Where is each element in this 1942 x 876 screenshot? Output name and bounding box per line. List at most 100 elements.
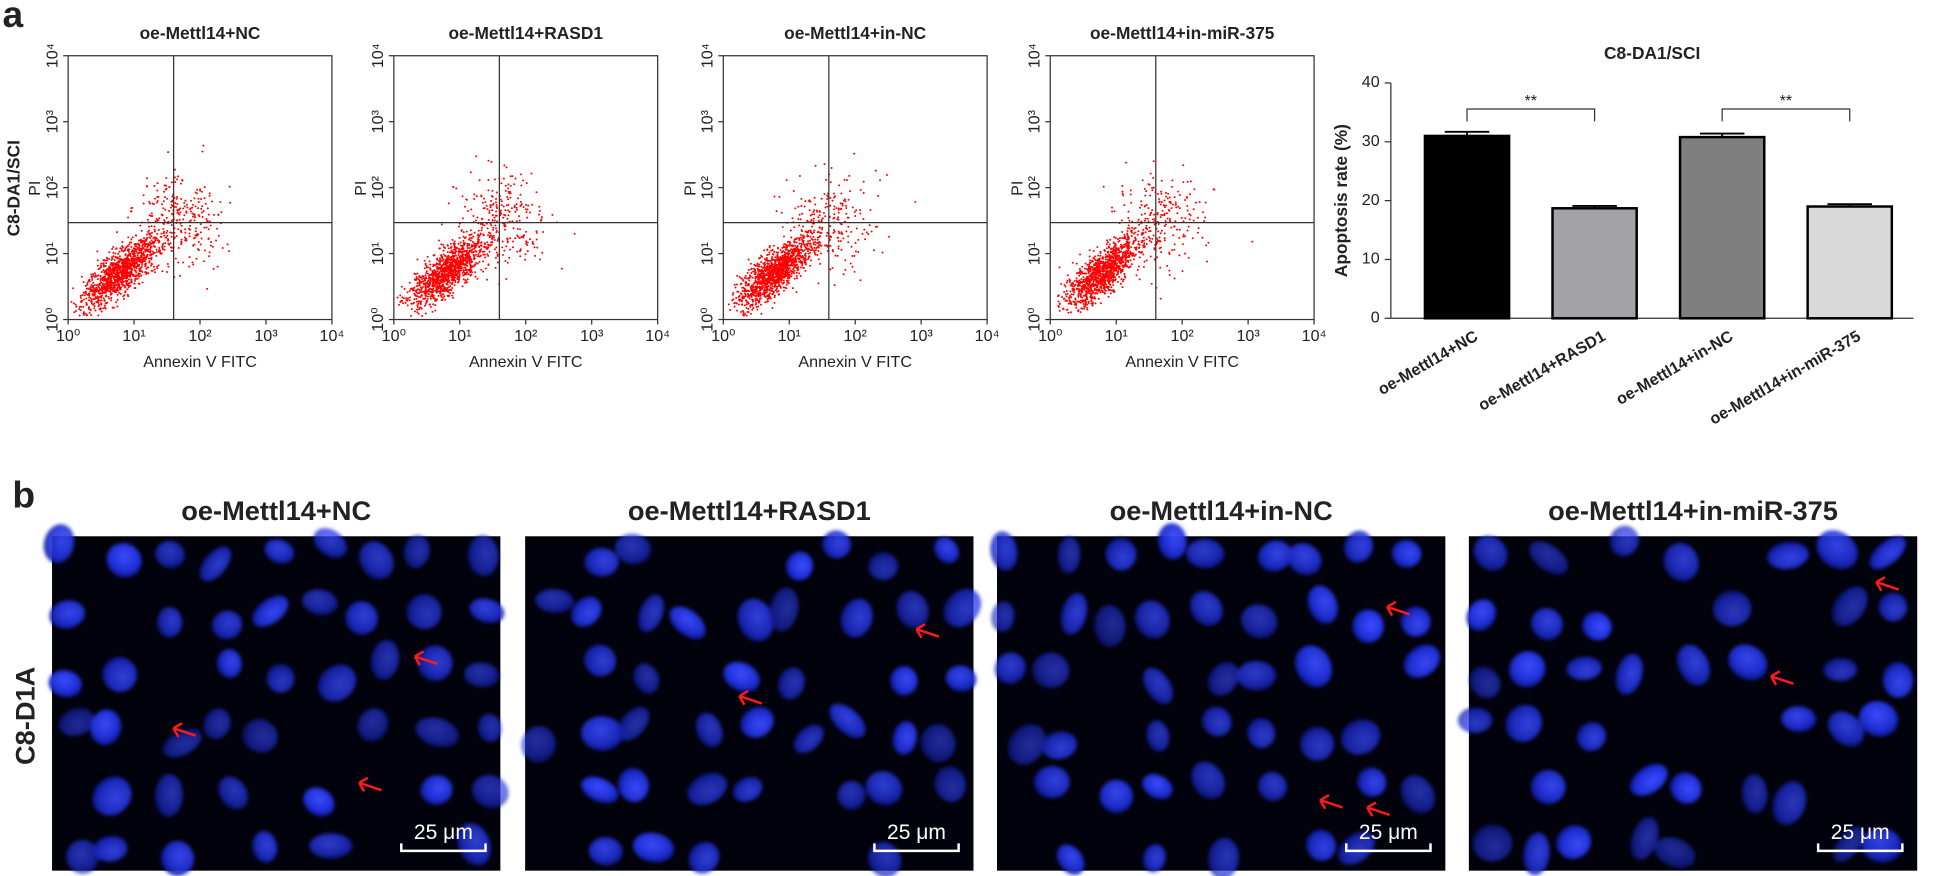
event xyxy=(473,254,476,257)
y-tick-label: 10⁰ xyxy=(44,307,62,331)
event xyxy=(764,263,767,266)
event xyxy=(434,289,437,292)
event xyxy=(436,287,439,290)
event xyxy=(86,314,89,317)
event xyxy=(808,239,811,242)
event xyxy=(512,227,515,230)
event xyxy=(417,312,420,315)
event xyxy=(480,248,483,251)
event xyxy=(487,179,490,182)
event xyxy=(475,261,478,264)
event xyxy=(217,214,220,217)
event xyxy=(453,258,456,261)
event xyxy=(466,249,469,252)
event xyxy=(840,248,843,251)
event xyxy=(127,286,130,289)
event xyxy=(774,256,777,259)
event xyxy=(763,272,766,275)
event xyxy=(812,241,815,244)
event xyxy=(1148,226,1151,229)
event xyxy=(816,254,819,257)
event xyxy=(795,241,798,244)
event xyxy=(456,256,459,259)
event xyxy=(100,271,103,274)
event xyxy=(735,296,738,299)
event xyxy=(165,176,168,179)
event xyxy=(475,253,477,256)
event xyxy=(156,199,159,202)
event xyxy=(462,274,465,277)
event xyxy=(524,203,527,206)
event xyxy=(451,262,454,265)
event xyxy=(798,175,801,177)
event xyxy=(859,279,862,282)
event xyxy=(449,285,452,288)
event xyxy=(857,250,860,253)
event xyxy=(179,211,182,214)
event xyxy=(414,293,416,296)
event xyxy=(130,280,133,283)
event xyxy=(150,245,153,248)
event xyxy=(791,252,794,255)
event xyxy=(147,250,150,253)
event xyxy=(1178,193,1181,196)
event xyxy=(734,301,737,304)
event xyxy=(832,228,835,231)
event xyxy=(792,261,795,264)
event xyxy=(785,259,788,262)
event xyxy=(146,177,149,180)
event xyxy=(1068,296,1071,299)
event xyxy=(809,235,812,238)
event xyxy=(467,243,470,246)
event xyxy=(794,207,797,210)
event xyxy=(845,204,848,207)
event xyxy=(126,259,129,262)
event xyxy=(809,251,812,254)
event xyxy=(116,288,119,291)
event xyxy=(116,286,119,289)
event xyxy=(79,294,82,297)
event xyxy=(747,301,750,304)
event xyxy=(158,247,161,250)
event xyxy=(199,189,202,192)
event xyxy=(750,268,753,271)
event xyxy=(802,225,805,228)
event xyxy=(1158,236,1161,239)
event xyxy=(1145,238,1148,241)
event xyxy=(747,269,750,272)
event xyxy=(404,301,407,304)
event xyxy=(764,291,766,294)
event xyxy=(160,235,163,238)
event xyxy=(504,184,507,187)
event xyxy=(822,211,825,214)
event xyxy=(848,174,851,177)
event xyxy=(833,284,836,287)
event xyxy=(788,250,791,253)
event xyxy=(153,230,156,233)
event xyxy=(535,191,538,194)
event xyxy=(139,267,142,270)
event xyxy=(408,299,411,302)
event xyxy=(438,290,441,293)
event xyxy=(174,206,177,208)
event xyxy=(441,285,444,288)
event xyxy=(431,310,434,313)
event xyxy=(754,273,757,276)
event xyxy=(92,272,95,275)
event xyxy=(806,250,809,253)
event xyxy=(461,285,464,288)
event xyxy=(158,217,161,220)
event xyxy=(161,243,164,246)
event xyxy=(171,195,174,198)
event xyxy=(790,270,793,273)
event xyxy=(426,297,429,300)
event xyxy=(462,241,465,244)
event xyxy=(88,294,91,297)
event xyxy=(95,296,98,299)
event xyxy=(167,242,170,245)
event xyxy=(112,266,115,269)
event xyxy=(470,245,473,248)
event xyxy=(153,228,156,231)
event xyxy=(1073,280,1076,283)
event xyxy=(153,225,156,228)
